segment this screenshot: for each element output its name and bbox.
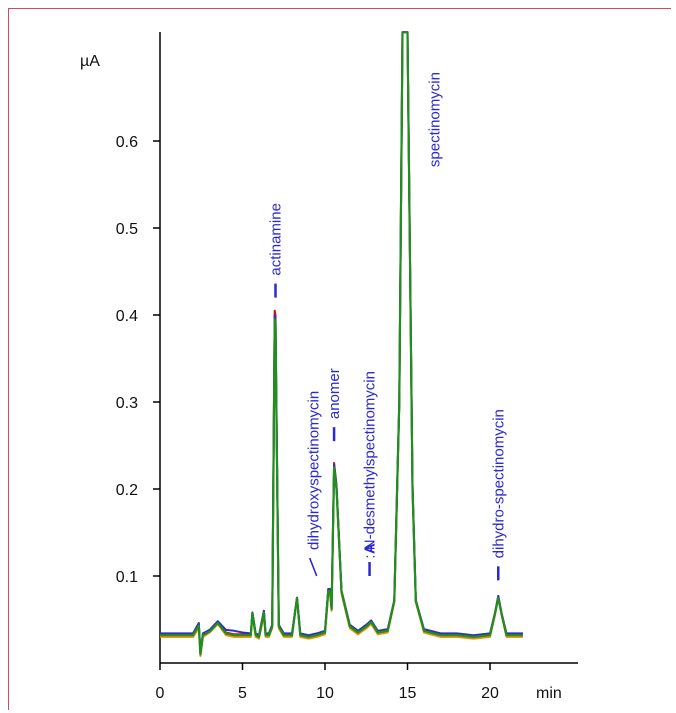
peak-label: A: [362, 543, 379, 554]
y-tick-label: 0.5: [116, 221, 138, 238]
chart-frame: [8, 8, 671, 710]
x-tick-label: 15: [399, 685, 417, 702]
annotation-leader: [308, 557, 318, 577]
y-tick-label: 0.4: [116, 308, 138, 325]
y-axis-unit-label: µA: [80, 53, 100, 70]
y-tick-label: 0.3: [116, 395, 138, 412]
x-tick-label: 20: [481, 685, 499, 702]
series-line-3: [160, 31, 523, 654]
y-tick-label: 0.6: [116, 134, 138, 151]
series-line-1: [160, 31, 523, 657]
peak-label: : N-desmethylspectinomycin: [362, 371, 379, 559]
x-tick-label: 10: [316, 685, 334, 702]
x-ticks: 0 5 10 15 20: [156, 663, 499, 702]
axes: [159, 32, 578, 664]
peak-label: dihydro-spectinomycin: [490, 409, 507, 558]
x-tick-label: 0: [156, 685, 165, 702]
series-group: [160, 31, 523, 657]
peak-label: actinamine: [268, 203, 285, 276]
peak-label: spectinomycin: [427, 72, 444, 167]
y-tick-label: 0.1: [116, 569, 138, 586]
series-line-2: [160, 31, 523, 654]
peak-label: anomer: [326, 368, 343, 419]
x-axis-unit-label: min: [536, 685, 562, 702]
peak-annotations: actinamine dihydroxyspectinomycin anomer A:…: [268, 72, 507, 581]
x-tick-label: 5: [238, 685, 247, 702]
series-line-4: [160, 31, 523, 656]
peak-label: dihydroxyspectinomycin: [306, 391, 323, 550]
y-tick-label: 0.2: [116, 482, 138, 499]
y-ticks: 0.1 0.2 0.3 0.4 0.5 0.6: [116, 134, 160, 586]
